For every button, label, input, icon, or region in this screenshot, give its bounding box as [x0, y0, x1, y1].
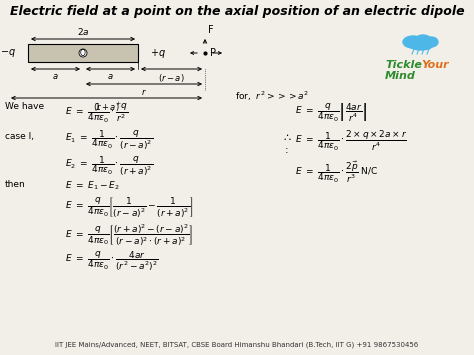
Text: $a$: $a$ — [107, 72, 114, 81]
Text: F: F — [208, 25, 214, 35]
Text: $2a$: $2a$ — [77, 26, 89, 37]
Text: $+q$: $+q$ — [150, 47, 166, 60]
Text: for,  $r^2 >>> a^2$: for, $r^2 >>> a^2$ — [235, 90, 309, 103]
Ellipse shape — [409, 40, 433, 50]
Text: $(r-a)$: $(r-a)$ — [158, 72, 185, 84]
Text: O: O — [80, 49, 86, 58]
Text: case I,: case I, — [5, 132, 34, 141]
Text: $E\ =\ \dfrac{1}{4\pi\varepsilon_0}\cdot\dfrac{{}^{+}q}{r^2}$: $E\ =\ \dfrac{1}{4\pi\varepsilon_0}\cdot… — [65, 100, 128, 125]
Text: We have: We have — [5, 102, 44, 111]
Text: $(r+a)$: $(r+a)$ — [93, 101, 120, 113]
Text: $E\ =\ \dfrac{q}{4\pi\varepsilon_0}\cdot\dfrac{4ar}{(r^2-a^2)^2}$: $E\ =\ \dfrac{q}{4\pi\varepsilon_0}\cdot… — [65, 250, 158, 273]
Text: P: P — [210, 48, 216, 58]
Text: Your: Your — [421, 60, 448, 70]
Text: Mind: Mind — [385, 71, 416, 81]
Text: $E\ =\ \dfrac{q}{4\pi\varepsilon_0}\left|\dfrac{4ar}{r^4}\right|$: $E\ =\ \dfrac{q}{4\pi\varepsilon_0}\left… — [295, 102, 367, 124]
Ellipse shape — [415, 35, 431, 45]
Ellipse shape — [424, 37, 438, 47]
Bar — [28, 44, 138, 62]
Text: :: : — [285, 145, 289, 155]
Text: then: then — [5, 180, 26, 189]
Text: $r$: $r$ — [141, 87, 147, 97]
Text: $E\ =\ E_1 - E_2$: $E\ =\ E_1 - E_2$ — [65, 180, 119, 192]
Text: $E\ =\ \dfrac{q}{4\pi\varepsilon_0}\left[\dfrac{(r+a)^2-(r-a)^2}{(r-a)^2\cdot(r+: $E\ =\ \dfrac{q}{4\pi\varepsilon_0}\left… — [65, 222, 193, 248]
Circle shape — [79, 49, 87, 57]
Text: $E\ =\ \dfrac{q}{4\pi\varepsilon_0}\left[\dfrac{1}{(r-a)^2} - \dfrac{1}{(r+a)^2}: $E\ =\ \dfrac{q}{4\pi\varepsilon_0}\left… — [65, 195, 193, 219]
Text: $E_1\ =\ \dfrac{1}{4\pi\varepsilon_0}\cdot\dfrac{q}{(r-a)^2}$: $E_1\ =\ \dfrac{1}{4\pi\varepsilon_0}\cd… — [65, 129, 153, 152]
Text: $\therefore$: $\therefore$ — [281, 132, 292, 142]
Text: $a$: $a$ — [52, 72, 59, 81]
Text: $E\ =\ \dfrac{1}{4\pi\varepsilon_0}\cdot\dfrac{2\times q\times 2a\times r}{r^4}$: $E\ =\ \dfrac{1}{4\pi\varepsilon_0}\cdot… — [295, 129, 407, 153]
Text: $E_2\ =\ \dfrac{1}{4\pi\varepsilon_0}\cdot\dfrac{q}{(r+a)^2}$: $E_2\ =\ \dfrac{1}{4\pi\varepsilon_0}\cd… — [65, 155, 153, 178]
Text: Electric field at a point on the axial position of an electric dipole: Electric field at a point on the axial p… — [9, 5, 465, 17]
Text: $-q$: $-q$ — [0, 47, 16, 59]
Ellipse shape — [403, 36, 423, 48]
Text: IIT JEE Mains/Advanced, NEET, BITSAT, CBSE Board Himanshu Bhandari (B.Tech, IIT : IIT JEE Mains/Advanced, NEET, BITSAT, CB… — [55, 342, 419, 348]
Text: $E\ =\ \dfrac{1}{4\pi\varepsilon_0}\cdot\dfrac{2\vec{p}}{r^3}\ \mathrm{N/C}$: $E\ =\ \dfrac{1}{4\pi\varepsilon_0}\cdot… — [295, 160, 378, 185]
Text: Tickle: Tickle — [385, 60, 422, 70]
